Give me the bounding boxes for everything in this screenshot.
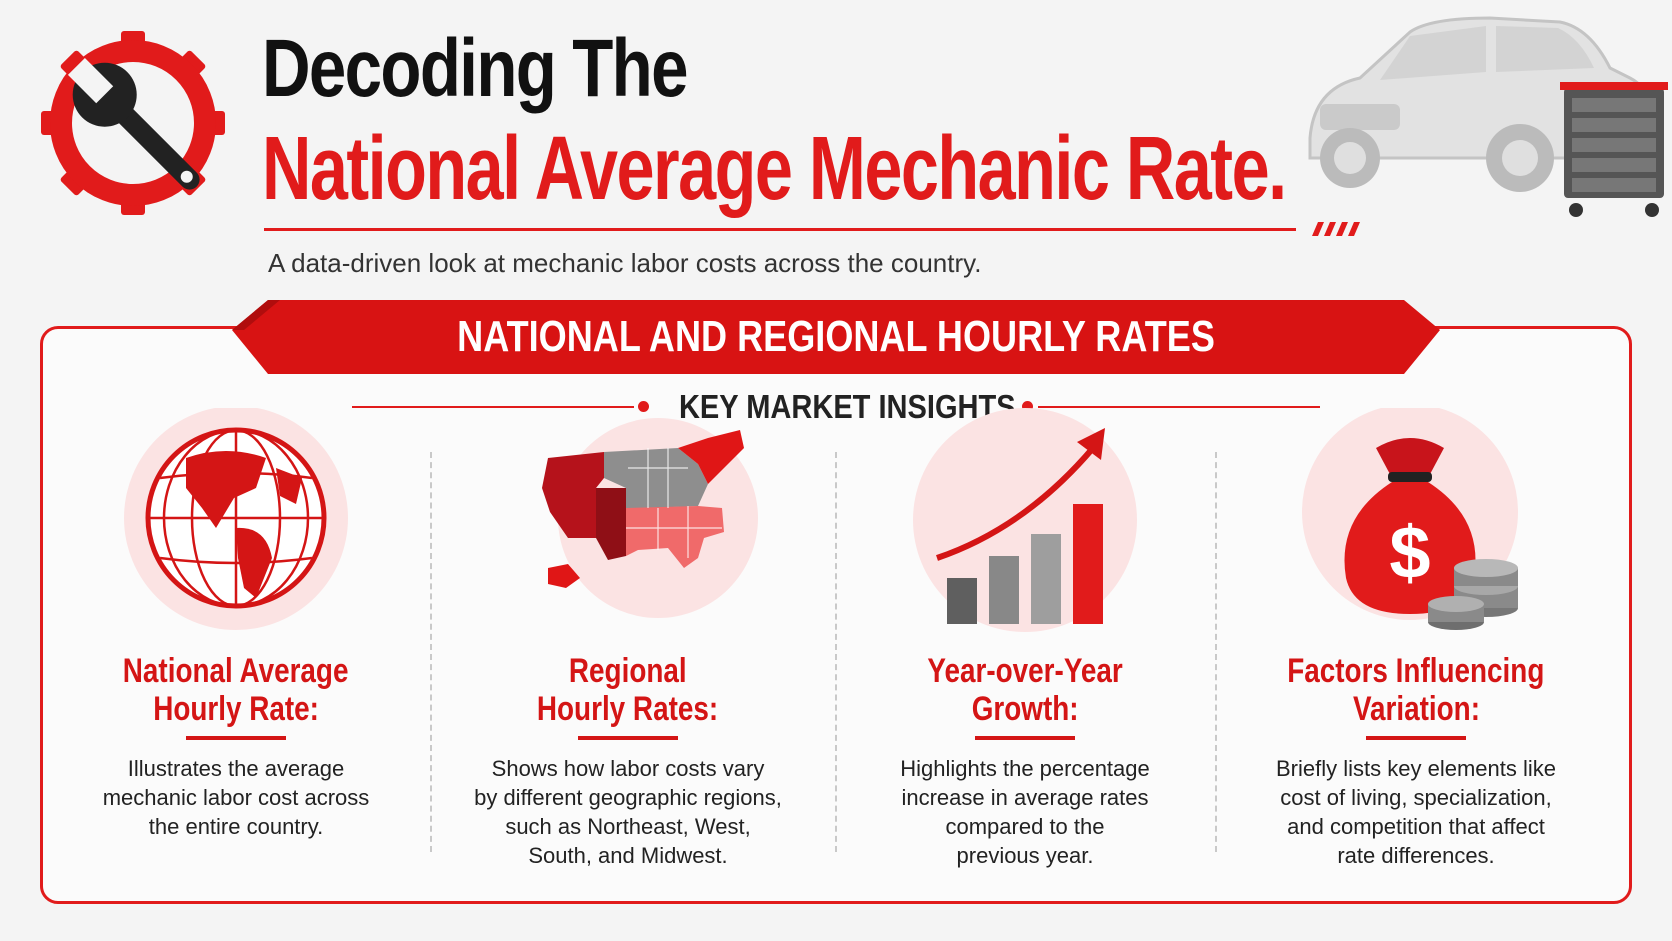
desc-line: Shows how labor costs vary xyxy=(491,756,765,781)
card-title-line-1: Factors Influencing xyxy=(1287,652,1545,690)
heading-line-right xyxy=(1038,406,1320,408)
desc-line: Briefly lists key elements like xyxy=(1276,756,1556,781)
section-banner-label: NATIONAL AND REGIONAL HOURLY RATES xyxy=(457,312,1215,361)
card-title-line-2: Growth: xyxy=(971,690,1079,728)
card-title-line-1: Regional xyxy=(569,652,687,690)
column-divider xyxy=(430,452,432,852)
insight-card-growth: Year-over-Year Growth: Highlights the pe… xyxy=(855,408,1195,878)
key-insights-text: KEY MARKET INSIGHTS xyxy=(678,388,1016,425)
card-title-underline xyxy=(975,736,1075,740)
title-line-2: National Average Mechanic Rate. xyxy=(262,119,1287,219)
key-insights-heading: KEY MARKET INSIGHTS xyxy=(352,388,1320,426)
desc-line: and competition that affect xyxy=(1287,814,1545,839)
key-insights-label: KEY MARKET INSIGHTS xyxy=(656,388,1016,426)
card-title: Factors Influencing Variation: xyxy=(1246,652,1586,728)
us-map-icon xyxy=(542,418,758,618)
card-title-line-2: Hourly Rate: xyxy=(153,690,319,728)
desc-line: previous year. xyxy=(956,843,1094,868)
card-title: Regional Hourly Rates: xyxy=(458,652,798,728)
card-description: Shows how labor costs vary by different … xyxy=(458,754,798,870)
card-title-line-1: National Average xyxy=(123,652,349,690)
column-divider xyxy=(835,452,837,852)
title-line-1: Decoding The xyxy=(262,23,689,114)
desc-line: Illustrates the average xyxy=(127,756,345,781)
heading-dot-right xyxy=(1022,401,1033,412)
desc-line: Highlights the percentage xyxy=(900,756,1150,781)
desc-line: compared to the xyxy=(945,814,1105,839)
card-title-line-1: Year-over-Year xyxy=(927,652,1123,690)
slash-decoration-icon xyxy=(1312,222,1360,236)
desc-line: increase in average rates xyxy=(901,785,1149,810)
desc-line: by different geographic regions, xyxy=(474,785,782,810)
card-title-line-2: Variation: xyxy=(1352,690,1480,728)
heading-dot-left xyxy=(638,401,649,412)
card-description: Illustrates the average mechanic labor c… xyxy=(66,754,406,841)
card-title: Year-over-Year Growth: xyxy=(855,652,1195,728)
desc-line: South, and Midwest. xyxy=(528,843,728,868)
card-description: Briefly lists key elements like cost of … xyxy=(1246,754,1586,870)
card-title-underline xyxy=(578,736,678,740)
card-title-underline xyxy=(1366,736,1466,740)
insight-card-regional: Regional Hourly Rates: Shows how labor c… xyxy=(458,408,798,878)
desc-line: mechanic labor cost across xyxy=(102,785,370,810)
card-title: National Average Hourly Rate: xyxy=(66,652,406,728)
insight-card-factors: $ Factors Influencing Variation: Briefly… xyxy=(1246,408,1586,878)
money-bag-icon: $ xyxy=(1302,408,1518,630)
card-title-underline xyxy=(186,736,286,740)
globe-icon xyxy=(124,408,348,630)
desc-line: rate differences. xyxy=(1337,843,1495,868)
desc-line: the entire country. xyxy=(148,814,324,839)
svg-text:$: $ xyxy=(1389,511,1430,594)
title-underline xyxy=(264,228,1296,231)
column-divider xyxy=(1215,452,1217,852)
heading-line-left xyxy=(352,406,634,408)
card-title-line-2: Hourly Rates: xyxy=(537,690,719,728)
section-banner-title: NATIONAL AND REGIONAL HOURLY RATES xyxy=(232,300,1440,374)
gear-wrench-logo-icon xyxy=(41,31,225,215)
desc-line: cost of living, specialization, xyxy=(1280,785,1552,810)
growth-chart-icon xyxy=(913,408,1137,632)
section-banner-shape xyxy=(232,300,1440,374)
desc-line: such as Northeast, West, xyxy=(505,814,751,839)
subtitle: A data-driven look at mechanic labor cos… xyxy=(268,248,982,278)
car-and-toolbox-illustration-icon xyxy=(1308,16,1668,217)
card-description: Highlights the percentage increase in av… xyxy=(855,754,1195,870)
insight-card-national: National Average Hourly Rate: Illustrate… xyxy=(66,408,406,878)
